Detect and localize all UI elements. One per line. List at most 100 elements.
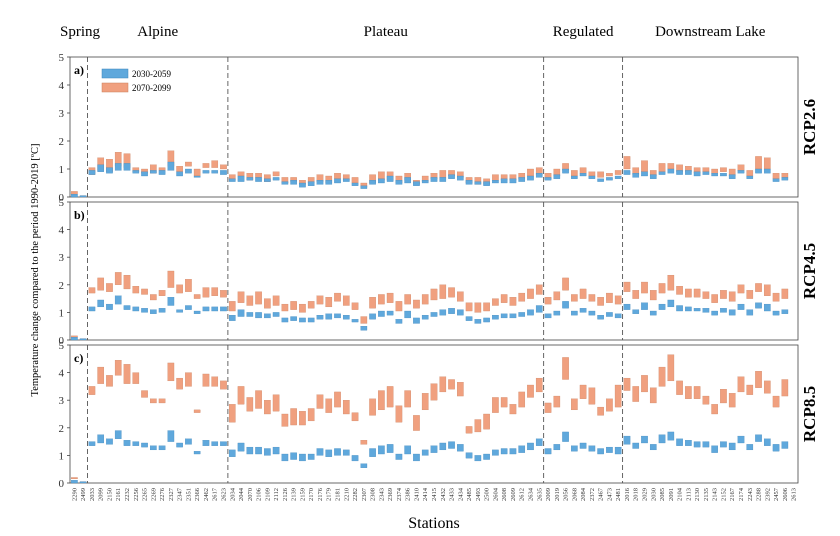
bar-2070-2099-2473 [606, 173, 613, 177]
bar-2070-2099-2029 [641, 160, 648, 172]
bar-2070-2099-2467 [597, 406, 604, 416]
bar-2030-2059-2374 [395, 453, 403, 460]
bar-2070-2099-2106 [255, 291, 262, 305]
bar-2030-2059-2091 [667, 168, 675, 174]
bar-2030-2059-2265 [141, 171, 148, 177]
bar-2030-2059-2473 [606, 177, 613, 181]
bar-2030-2059-2029 [641, 171, 648, 177]
bar-2070-2099-2282 [351, 412, 359, 422]
bar-2070-2099-2457 [772, 395, 780, 408]
bar-2070-2099-2130 [693, 288, 701, 298]
bar-2070-2099-2084 [579, 384, 587, 399]
bar-2070-2099-2634 [527, 384, 534, 398]
bar-2070-2099-2276 [158, 398, 166, 404]
bar-2030-2059-2414 [421, 449, 429, 456]
bar-2070-2099-2290 [71, 335, 78, 338]
bar-2070-2099-2091 [667, 354, 675, 382]
bar-2030-2059-2499 [79, 481, 87, 484]
bar-2030-2059-2106 [255, 312, 262, 319]
station-label: 2617 [212, 487, 219, 501]
bar-2030-2059-2030 [649, 310, 657, 316]
bar-2030-2059-2415 [430, 445, 438, 453]
panel-letter: b) [74, 208, 85, 222]
bar-2030-2059-2232 [123, 440, 131, 446]
bar-2030-2059-2152 [720, 173, 727, 177]
bar-2070-2099-2232 [123, 274, 131, 290]
station-label: 2179 [326, 488, 333, 501]
bar-2030-2059-2493 [474, 181, 482, 185]
bar-2030-2059-2181 [334, 448, 341, 456]
bar-2030-2059-2243 [746, 309, 754, 316]
bar-2070-2099-2374 [395, 301, 403, 312]
station-label: 2056 [563, 487, 570, 501]
bar-2030-2059-2159 [299, 182, 306, 188]
y-tick-label: 3 [59, 252, 65, 264]
rcp-label: RCP4.5 [800, 243, 819, 299]
bar-2030-2059-2152 [720, 308, 727, 313]
bar-2030-2059-2091 [667, 431, 675, 441]
bar-2030-2059-2068 [571, 445, 578, 452]
bar-2030-2059-2635 [535, 438, 543, 446]
bar-2070-2099-2604 [492, 298, 499, 306]
panel-letter: c) [74, 351, 83, 365]
y-tick-label: 4 [59, 368, 65, 380]
bar-2030-2059-2634 [527, 309, 534, 316]
bar-2070-2099-2265 [141, 288, 148, 295]
bar-2070-2099-2159 [299, 411, 306, 426]
legend-label-2030-2059: 2030-2059 [132, 69, 171, 79]
bar-2030-2059-2113 [685, 170, 692, 175]
station-label: 2609 [510, 488, 517, 501]
y-axis-title: Temperature change compared to the perio… [30, 144, 41, 397]
bar-2070-2099-2167 [728, 393, 736, 408]
panel-letter: a) [74, 63, 84, 77]
station-label: 2327 [168, 487, 175, 501]
station-label: 2084 [580, 487, 587, 501]
bar-2030-2059-2343 [378, 310, 385, 317]
bar-2070-2099-2106 [255, 390, 262, 409]
station-label: 2009 [545, 488, 552, 501]
bar-2030-2059-2414 [421, 315, 429, 320]
bar-2030-2059-2434 [457, 309, 464, 316]
bar-2030-2059-2106 [255, 177, 262, 182]
bar-2030-2059-2085 [658, 171, 666, 175]
bar-2030-2059-2056 [562, 168, 569, 174]
bar-2070-2099-2099 [97, 366, 105, 384]
bar-2070-2099-2068 [571, 398, 578, 411]
bar-2070-2099-2386 [404, 294, 411, 305]
bar-2070-2099-2347 [176, 284, 183, 294]
bar-2030-2059-2392 [763, 303, 771, 312]
station-label: 2243 [747, 488, 754, 501]
bar-2030-2059-2609 [509, 178, 517, 184]
bar-2070-2099-2410 [413, 299, 420, 309]
station-label: 2434 [457, 487, 464, 501]
bar-2030-2059-2282 [351, 455, 359, 462]
station-label: 2414 [422, 487, 429, 501]
bar-2030-2059-2159 [299, 317, 306, 323]
bar-2070-2099-2462 [202, 163, 210, 168]
bar-2030-2059-2109 [264, 448, 271, 456]
station-label: 2269 [150, 488, 157, 501]
bar-2070-2099-2091 [667, 163, 675, 170]
station-label: 2604 [492, 487, 499, 501]
bar-2070-2099-2462 [202, 287, 210, 298]
bar-2030-2059-2606 [781, 177, 789, 181]
bar-2030-2059-2290 [71, 337, 78, 341]
bar-2030-2059-2104 [676, 170, 683, 175]
bar-2070-2099-2462 [202, 373, 210, 387]
station-label: 2161 [115, 488, 122, 501]
bar-2030-2059-2126 [281, 317, 289, 323]
bar-2070-2099-2369 [386, 386, 394, 408]
region-label-regulated: Regulated [553, 24, 614, 40]
bar-2030-2059-2623 [220, 441, 227, 446]
bar-2030-2059-2167 [728, 309, 736, 316]
bar-2030-2059-2034 [228, 178, 236, 182]
bar-2030-2059-2500 [483, 181, 490, 186]
bar-2070-2099-2617 [211, 376, 219, 387]
bar-2070-2099-2126 [281, 303, 289, 312]
bar-2030-2059-2112 [272, 312, 280, 317]
bar-2030-2059-2606 [781, 441, 789, 449]
y-tick-label: 5 [59, 52, 65, 64]
station-label: 2135 [703, 488, 710, 501]
bar-2030-2059-2374 [395, 180, 403, 185]
bar-2030-2059-2179 [325, 449, 333, 457]
